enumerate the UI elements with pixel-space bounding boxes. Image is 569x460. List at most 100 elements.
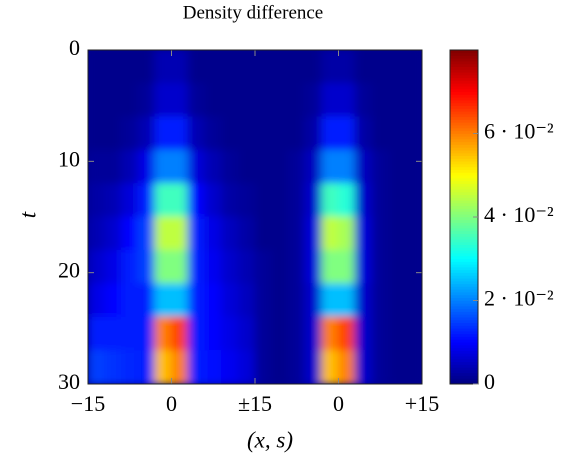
colorbar-swatch bbox=[450, 116, 478, 120]
heat-cell bbox=[338, 216, 356, 251]
heat-cell bbox=[120, 316, 139, 352]
heat-cell bbox=[388, 249, 406, 285]
colorbar-swatch bbox=[450, 80, 478, 84]
heat-cell bbox=[321, 116, 339, 151]
heat-cell bbox=[104, 82, 122, 118]
heat-cell bbox=[404, 216, 422, 251]
colorbar-swatch bbox=[450, 94, 478, 98]
heat-cell bbox=[371, 350, 390, 384]
heat-cell bbox=[388, 149, 406, 185]
colorbar-swatch bbox=[450, 71, 478, 76]
heat-cell bbox=[338, 82, 356, 118]
heat-cell bbox=[154, 50, 172, 84]
colorbar-tick-label: 6 · 10⁻² bbox=[484, 119, 554, 144]
colorbar-swatch bbox=[450, 350, 478, 354]
colorbar-swatch bbox=[450, 261, 478, 265]
heat-cell bbox=[354, 183, 373, 218]
heat-cell bbox=[137, 283, 156, 318]
colorbar-swatch bbox=[450, 311, 478, 315]
heat-cell bbox=[88, 149, 106, 185]
colorbar-swatch bbox=[450, 347, 478, 351]
colorbar-swatch bbox=[450, 105, 478, 109]
heat-cell bbox=[154, 149, 172, 185]
colorbar-swatch bbox=[450, 102, 478, 106]
heat-cell bbox=[171, 283, 189, 318]
heat-cell bbox=[287, 116, 306, 151]
heat-cell bbox=[154, 216, 172, 251]
heat-cell bbox=[388, 82, 406, 118]
heat-cell bbox=[187, 116, 206, 151]
heat-cell bbox=[404, 350, 422, 384]
colorbar-swatch bbox=[450, 353, 478, 357]
colorbar-swatch bbox=[450, 135, 478, 140]
heat-cell bbox=[338, 116, 356, 151]
colorbar-swatch bbox=[450, 361, 478, 365]
heat-cell bbox=[154, 316, 172, 352]
colorbar-swatch bbox=[450, 302, 478, 307]
heat-cell bbox=[321, 183, 339, 218]
heat-cell bbox=[404, 82, 422, 118]
x-tick-label: −15 bbox=[71, 391, 105, 416]
heat-cell bbox=[404, 183, 422, 218]
heat-cell bbox=[371, 183, 390, 218]
heat-cell bbox=[171, 82, 189, 118]
colorbar-swatch bbox=[450, 247, 478, 251]
heat-cell bbox=[204, 350, 223, 384]
heat-cell bbox=[120, 283, 139, 318]
colorbar-swatch bbox=[450, 205, 478, 209]
heat-cell bbox=[304, 283, 323, 318]
heat-cell bbox=[371, 283, 390, 318]
heat-cell bbox=[388, 283, 406, 318]
heat-cell bbox=[254, 116, 273, 151]
colorbar-swatch bbox=[450, 238, 478, 243]
colorbar-swatch bbox=[450, 269, 478, 273]
colorbar-swatch bbox=[450, 211, 478, 215]
colorbar-swatch bbox=[450, 367, 478, 371]
colorbar-swatch bbox=[450, 319, 478, 324]
colorbar-swatch bbox=[450, 344, 478, 349]
colorbar-swatch bbox=[450, 180, 478, 184]
colorbar-swatch bbox=[450, 83, 478, 87]
heat-cell bbox=[338, 50, 356, 84]
heat-cell bbox=[271, 149, 289, 185]
heat-cell bbox=[354, 316, 373, 352]
colorbar-swatch bbox=[450, 69, 478, 73]
heat-cell bbox=[354, 216, 373, 251]
heat-cell bbox=[371, 116, 390, 151]
colorbar-swatch bbox=[450, 138, 478, 143]
heat-cell bbox=[187, 82, 206, 118]
colorbar-swatch bbox=[450, 330, 478, 335]
heat-cell bbox=[137, 116, 156, 151]
colorbar-swatch bbox=[450, 244, 478, 248]
colorbar-swatch bbox=[450, 108, 478, 112]
heat-cell bbox=[287, 82, 306, 118]
heat-cell bbox=[304, 216, 323, 251]
heat-cell bbox=[187, 350, 206, 384]
colorbar-swatch bbox=[450, 158, 478, 162]
colorbar-swatch bbox=[450, 119, 478, 123]
heat-cell bbox=[237, 183, 256, 218]
heat-cell bbox=[154, 82, 172, 118]
heat-cell bbox=[271, 316, 289, 352]
colorbar-tick-label: 0 bbox=[484, 369, 495, 394]
heat-cell bbox=[287, 350, 306, 384]
colorbar-swatch bbox=[450, 183, 478, 187]
colorbar-swatch bbox=[450, 202, 478, 207]
heat-cell bbox=[204, 316, 223, 352]
colorbar-swatch bbox=[450, 141, 478, 145]
y-tick-label: 0 bbox=[69, 35, 80, 60]
heat-cell bbox=[204, 82, 223, 118]
colorbar-swatch bbox=[450, 358, 478, 363]
heat-cell bbox=[354, 350, 373, 384]
heat-cell bbox=[171, 50, 189, 84]
heat-cell bbox=[221, 283, 239, 318]
colorbar-swatch bbox=[450, 113, 478, 118]
heat-cell bbox=[204, 183, 223, 218]
colorbar-swatch bbox=[450, 133, 478, 137]
colorbar-swatch bbox=[450, 222, 478, 226]
heat-cell bbox=[404, 249, 422, 285]
heat-cell bbox=[354, 116, 373, 151]
heat-cell bbox=[254, 82, 273, 118]
heat-cell bbox=[187, 149, 206, 185]
heat-cell bbox=[221, 50, 239, 84]
